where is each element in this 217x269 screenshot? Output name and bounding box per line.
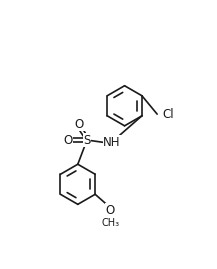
Text: S: S <box>83 133 91 147</box>
Text: O: O <box>75 118 84 131</box>
Text: O: O <box>63 133 72 147</box>
Text: NH: NH <box>103 136 121 149</box>
Text: O: O <box>106 204 115 217</box>
Text: CH₃: CH₃ <box>101 218 119 228</box>
Text: Cl: Cl <box>162 108 174 121</box>
